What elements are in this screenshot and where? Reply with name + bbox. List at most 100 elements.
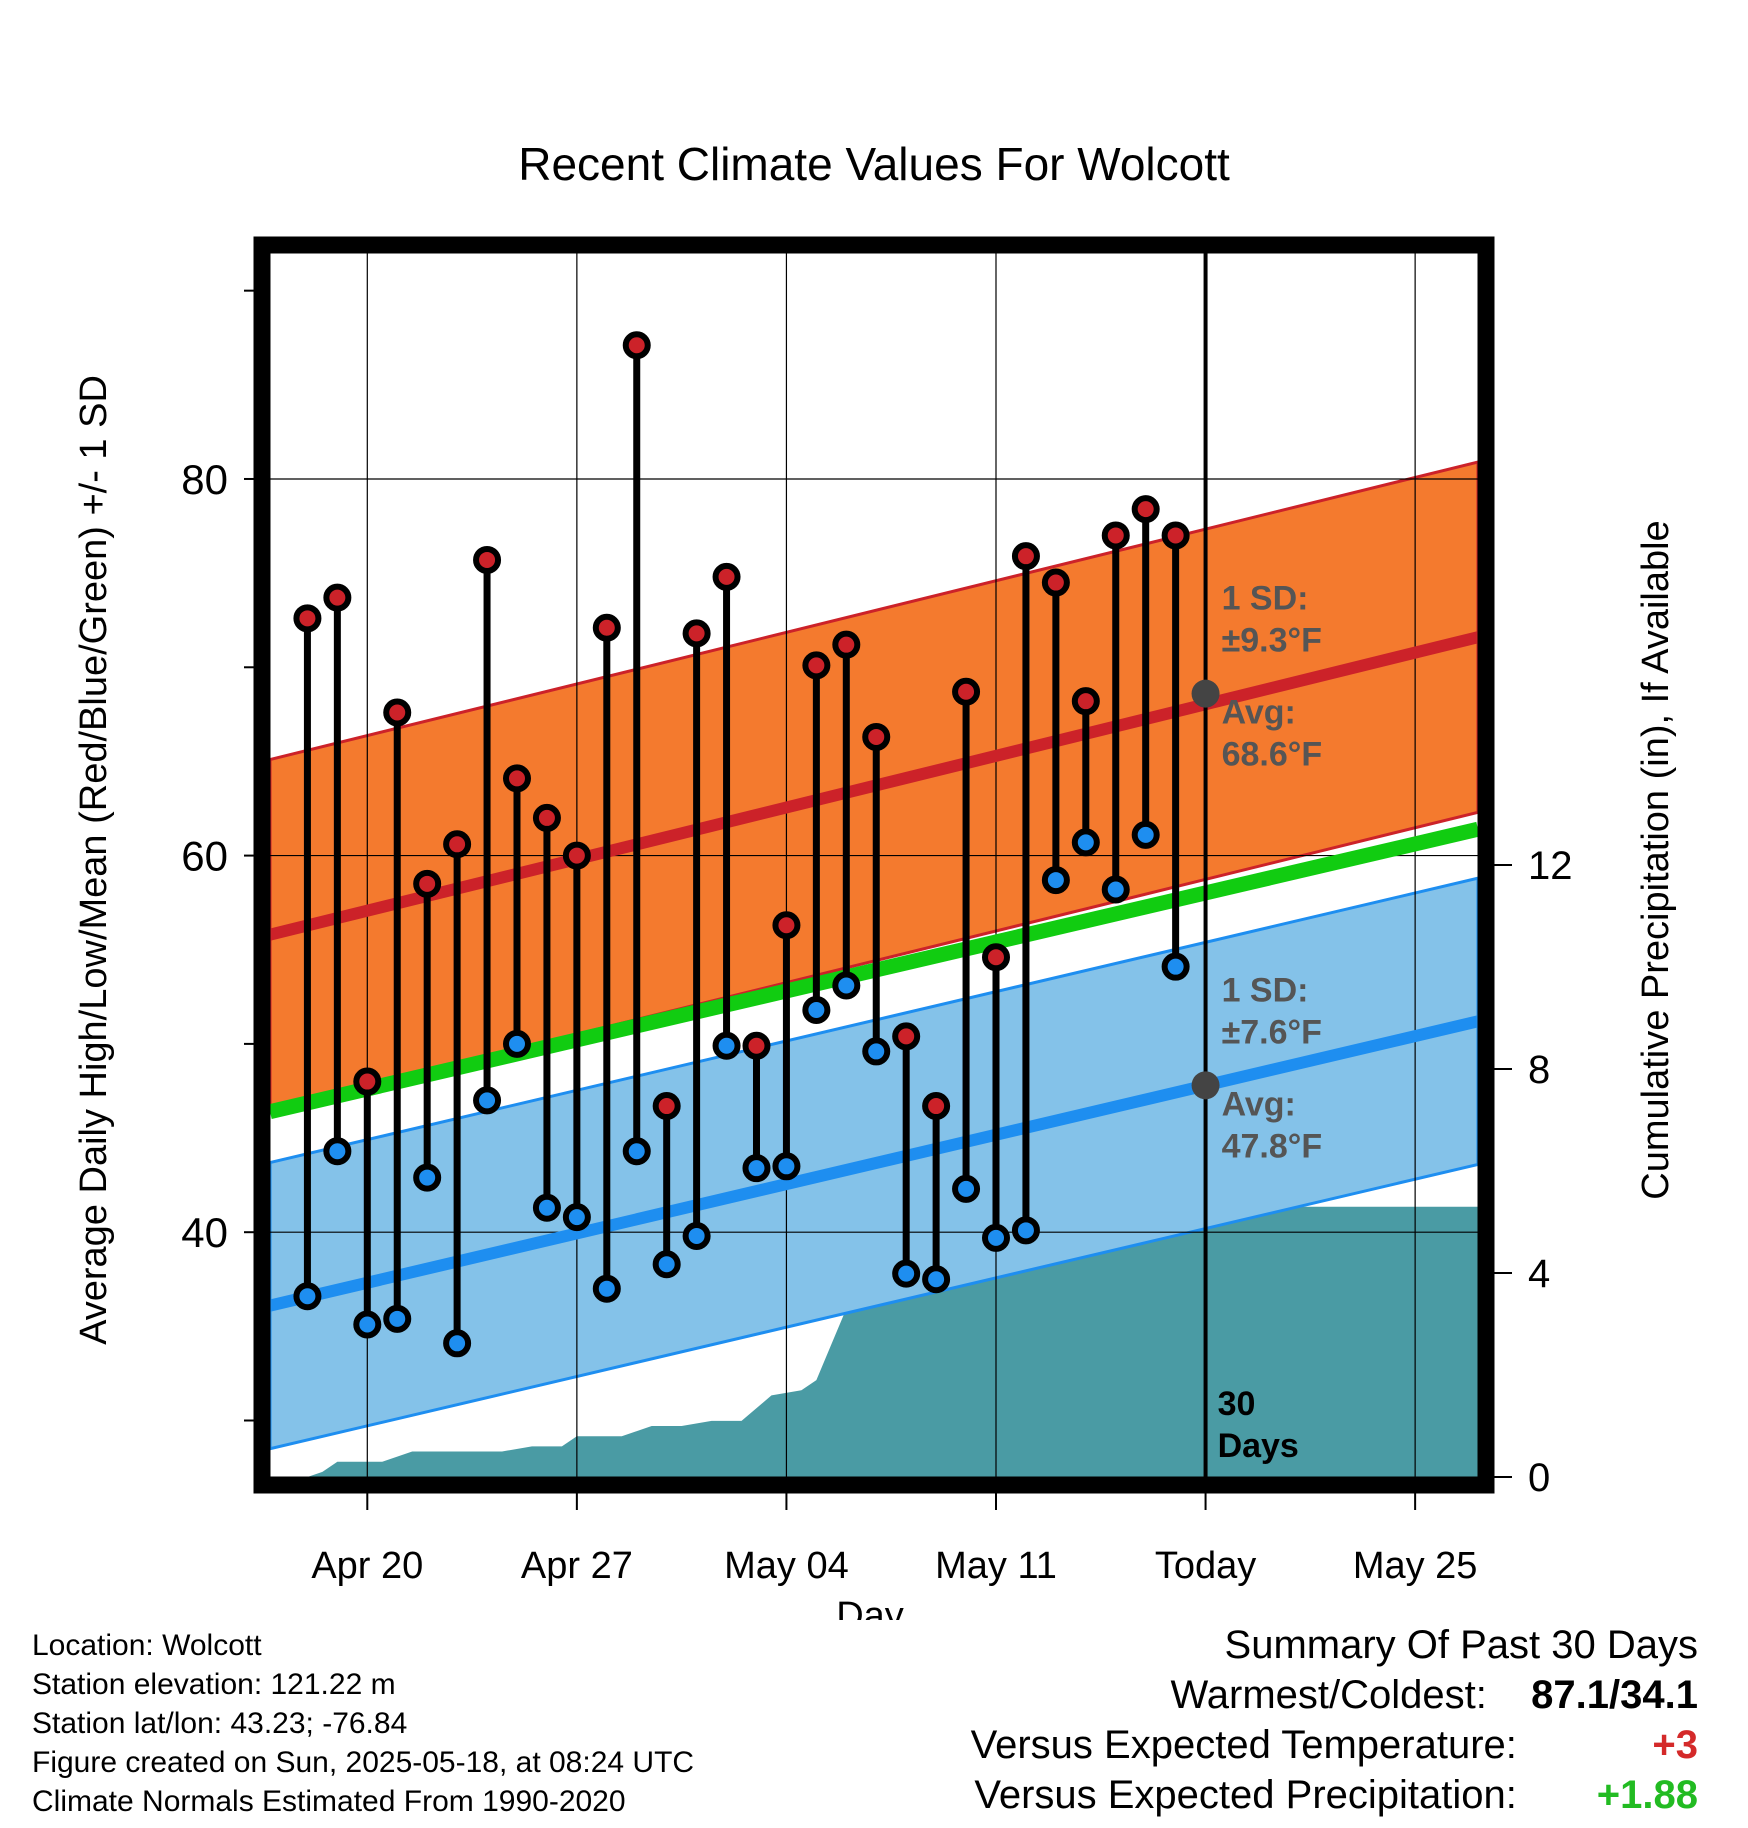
created-text: Figure created on Sun, 2025-05-18, at 08… (32, 1746, 695, 1779)
y2-tick-label: 0 (1528, 1456, 1550, 1500)
summary-panel: Summary Of Past 30 Days Warmest/Coldest:… (971, 1620, 1698, 1820)
daily-low-point (353, 1310, 382, 1339)
daily-low-point (473, 1086, 502, 1115)
daily-low-point (682, 1221, 711, 1250)
elevation-text: Station elevation: 121.22 m (32, 1668, 396, 1701)
daily-high-point (772, 911, 801, 940)
low-normal-line (268, 1015, 1480, 1312)
summary-heading: Summary Of Past 30 Days (1224, 1623, 1698, 1667)
daily-low-point (413, 1163, 442, 1192)
warmest-label: Warmest/Coldest: (1170, 1673, 1487, 1717)
daily-low-point (952, 1174, 981, 1203)
station-info: Location: Wolcott Station elevation: 121… (32, 1626, 694, 1821)
daily-low-point (622, 1137, 651, 1166)
high-sd-value: ±9.3°F (1222, 622, 1322, 660)
precip-label: Versus Expected Precipitation: (974, 1773, 1517, 1817)
daily-low-point (862, 1037, 891, 1066)
daily-high-point (742, 1031, 771, 1060)
daily-low-point (443, 1329, 472, 1358)
y-tick-label: 80 (181, 456, 228, 503)
low-avg-marker (1191, 1071, 1220, 1100)
daily-low-point (802, 995, 831, 1024)
daily-high-point (1071, 687, 1100, 716)
daily-high-point (502, 764, 531, 793)
daily-low-point (1101, 875, 1130, 904)
daily-low-point (323, 1137, 352, 1166)
summary-precip-row: Versus Expected Precipitation: +1.88 (971, 1770, 1698, 1820)
daily-high-point (353, 1067, 382, 1096)
temp-value: +3 (1652, 1723, 1698, 1767)
high-avg-heading: Avg: (1222, 694, 1296, 732)
y2-tick-label: 8 (1528, 1048, 1550, 1092)
daily-low-point (532, 1193, 561, 1222)
daily-low-point (383, 1304, 412, 1333)
daily-high-point (1101, 521, 1130, 550)
y-tick-label: 60 (181, 833, 228, 880)
days-label-word: Days (1218, 1427, 1299, 1465)
daily-low-point (981, 1223, 1010, 1252)
x-tick-label: May 04 (724, 1545, 849, 1587)
daily-high-point (682, 619, 711, 648)
climate-chart: Recent Climate Values For Wolcott 1 SD: ±… (73, 138, 1677, 1620)
low-avg-heading: Avg: (1222, 1085, 1296, 1123)
daily-low-point (652, 1250, 681, 1279)
daily-high-point (1041, 568, 1070, 597)
daily-low-point (1131, 820, 1160, 849)
y-axis-label: Average Daily High/Low/Mean (Red/Blue/Gr… (73, 375, 115, 1345)
x-axis-label: Day (836, 1595, 904, 1620)
daily-low-point (1041, 866, 1070, 895)
precip-area (270, 1206, 1478, 1477)
daily-high-point (413, 869, 442, 898)
daily-high-point (952, 677, 981, 706)
plot-frame (253, 236, 1495, 1494)
daily-high-point (293, 604, 322, 633)
daily-low-point (1071, 828, 1100, 857)
daily-high-point (1131, 495, 1160, 524)
daily-low-point (293, 1282, 322, 1311)
chart-title: Recent Climate Values For Wolcott (518, 138, 1230, 190)
high-avg-marker (1191, 679, 1220, 708)
daily-low-point (1161, 952, 1190, 981)
x-tick-label: May 11 (935, 1545, 1057, 1587)
daily-low-point (772, 1152, 801, 1181)
daily-low-point (1011, 1216, 1040, 1245)
summary-temp-row: Versus Expected Temperature: +3 (971, 1720, 1698, 1770)
daily-low-point (562, 1203, 591, 1232)
daily-high-point (532, 803, 561, 832)
daily-high-point (892, 1022, 921, 1051)
y2-axis-label: Cumulative Precipitation (in), If Availa… (1635, 520, 1677, 1199)
daily-high-point (802, 651, 831, 680)
daily-high-point (1011, 542, 1040, 571)
low-sd-heading: 1 SD: (1222, 971, 1309, 1009)
y-tick-label: 40 (181, 1209, 228, 1256)
x-tick-label: Apr 27 (521, 1545, 633, 1587)
summary-warmest-row: Warmest/Coldest: 87.1/34.1 (971, 1670, 1699, 1720)
daily-low-point (592, 1274, 621, 1303)
daily-high-point (323, 583, 352, 612)
daily-low-point (832, 971, 861, 1000)
daily-high-point (862, 722, 891, 751)
high-sd-heading: 1 SD: (1222, 580, 1309, 618)
daily-high-point (712, 562, 741, 591)
daily-low-point (742, 1154, 771, 1183)
daily-low-point (922, 1265, 951, 1294)
daily-high-point (383, 698, 412, 727)
daily-high-point (473, 545, 502, 574)
high-avg-value: 68.6°F (1222, 736, 1323, 774)
y2-tick-label: 4 (1528, 1252, 1550, 1296)
low-sd-value: ±7.6°F (1222, 1013, 1322, 1051)
precip-value: +1.88 (1596, 1773, 1698, 1817)
daily-low-point (502, 1029, 531, 1058)
x-tick-label: May 25 (1353, 1545, 1478, 1587)
warmest-value: 87.1/34.1 (1531, 1673, 1698, 1717)
days-label-number: 30 (1218, 1385, 1256, 1423)
x-tick-label: Today (1155, 1545, 1256, 1587)
y2-tick-label: 12 (1528, 844, 1573, 888)
daily-low-point (712, 1031, 741, 1060)
latlon-text: Station lat/lon: 43.23; -76.84 (32, 1707, 408, 1740)
low-avg-value: 47.8°F (1222, 1127, 1323, 1165)
location-text: Location: Wolcott (32, 1629, 262, 1662)
temp-label: Versus Expected Temperature: (970, 1723, 1517, 1767)
x-tick-label: Apr 20 (311, 1545, 423, 1587)
daily-high-point (922, 1092, 951, 1121)
